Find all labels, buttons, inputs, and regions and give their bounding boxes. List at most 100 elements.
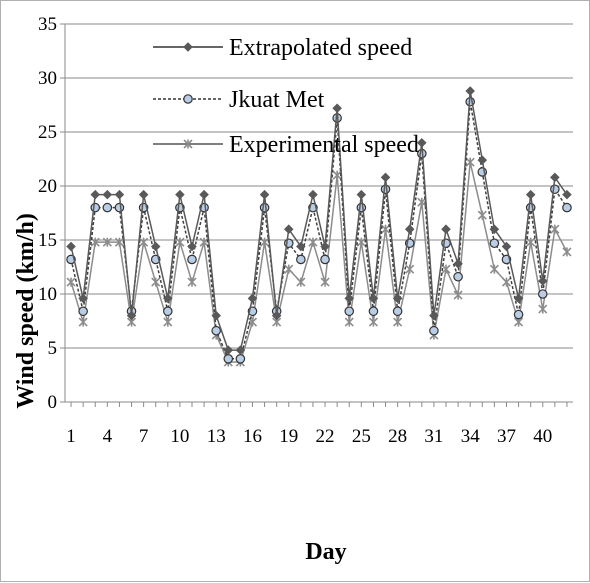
star-point	[332, 170, 342, 180]
diamond-point	[150, 241, 161, 252]
circle-point	[392, 306, 403, 317]
legend: Extrapolated speed Jkuat Met Experimental …	[153, 35, 419, 158]
diamond-point	[187, 241, 197, 252]
circle-point	[102, 202, 113, 213]
star-point	[78, 317, 88, 327]
circle-point	[513, 309, 524, 320]
star-point	[175, 237, 185, 247]
series-extrapolated-speed	[66, 86, 572, 355]
diamond-point	[90, 189, 101, 200]
legend-entry: Extrapolated speed	[153, 35, 412, 61]
circle-point	[78, 306, 88, 317]
star-point	[284, 264, 294, 274]
circle-point	[368, 306, 379, 317]
star-point	[344, 317, 354, 327]
circle-point	[296, 254, 306, 265]
star-point	[477, 210, 487, 220]
diamond-point	[380, 172, 391, 183]
diamond-point	[308, 189, 318, 200]
star-point	[187, 277, 197, 287]
diamond-point	[211, 310, 221, 321]
circle-point	[380, 184, 391, 195]
circle-point	[183, 94, 193, 104]
star-point	[538, 304, 548, 314]
diamond-point	[175, 189, 185, 200]
diamond-point	[66, 241, 76, 252]
x-tick-label: 1	[66, 426, 76, 447]
y-tick-label: 0	[48, 392, 58, 413]
star-point	[356, 237, 366, 247]
diamond-point	[465, 86, 475, 96]
circle-point	[114, 202, 125, 213]
x-tick-label: 31	[424, 426, 443, 447]
diamond-point	[199, 189, 209, 200]
circle-point	[562, 202, 572, 213]
x-tick-label: 19	[279, 426, 298, 447]
star-point	[441, 264, 451, 274]
diamond-point	[296, 241, 306, 252]
y-tick-label: 20	[38, 176, 57, 197]
circle-point	[453, 271, 463, 282]
diamond-point	[501, 241, 512, 252]
circle-point	[90, 202, 101, 213]
y-tick-label: 30	[38, 68, 57, 89]
star-point	[368, 317, 378, 327]
x-tick-label: 7	[139, 426, 149, 447]
x-tick-label: 16	[243, 426, 262, 447]
circle-point	[211, 325, 221, 336]
circle-point	[320, 254, 330, 265]
star-point	[139, 237, 149, 247]
y-tick-label: 25	[38, 122, 57, 143]
diamond-point	[344, 293, 355, 304]
y-tick-label: 5	[48, 338, 58, 359]
diamond-point	[489, 224, 500, 234]
diamond-point	[283, 224, 294, 234]
circle-point	[163, 306, 173, 317]
legend-label: Extrapolated speed	[229, 35, 412, 61]
circle-point	[235, 353, 246, 364]
diamond-point	[183, 42, 193, 52]
legend-label: Experimental speed	[229, 132, 419, 158]
star-point	[163, 317, 173, 327]
star-point	[114, 237, 124, 247]
star-point	[380, 224, 391, 234]
diamond-point	[259, 189, 270, 200]
x-tick-label: 4	[103, 426, 113, 447]
star-point	[453, 290, 463, 300]
x-tick-label: 40	[533, 426, 552, 447]
series-layer	[66, 86, 572, 367]
star-point	[562, 247, 572, 257]
x-tick-label: 25	[352, 426, 371, 447]
diamond-point	[429, 310, 439, 321]
star-point	[296, 277, 306, 287]
star-point	[260, 237, 270, 247]
diamond-point	[550, 172, 560, 183]
circle-point	[344, 306, 355, 317]
diamond-point	[404, 224, 415, 234]
star-point	[320, 277, 330, 287]
y-tick-label: 10	[38, 284, 57, 305]
diamond-point	[368, 293, 379, 304]
diamond-point	[453, 258, 463, 269]
legend-entry: Jkuat Met	[153, 87, 325, 113]
x-tick-label: 13	[207, 426, 226, 447]
circle-point	[356, 202, 367, 213]
series-line	[70, 101, 568, 360]
star-point	[183, 139, 193, 149]
legend-label: Jkuat Met	[229, 87, 325, 113]
star-point	[393, 317, 403, 327]
diamond-point	[271, 310, 282, 321]
x-axis-title: Day	[305, 539, 346, 565]
legend-entry: Experimental speed	[153, 132, 419, 158]
circle-point	[489, 238, 500, 249]
x-tick-label: 22	[316, 426, 335, 447]
circle-point	[429, 325, 439, 336]
y-axis-title: Wind speed (km/h)	[13, 213, 39, 409]
circle-point	[187, 254, 197, 265]
star-point	[151, 277, 161, 287]
x-tick-label: 37	[497, 426, 516, 447]
x-tick-label: 10	[170, 426, 189, 447]
diamond-point	[320, 241, 330, 252]
